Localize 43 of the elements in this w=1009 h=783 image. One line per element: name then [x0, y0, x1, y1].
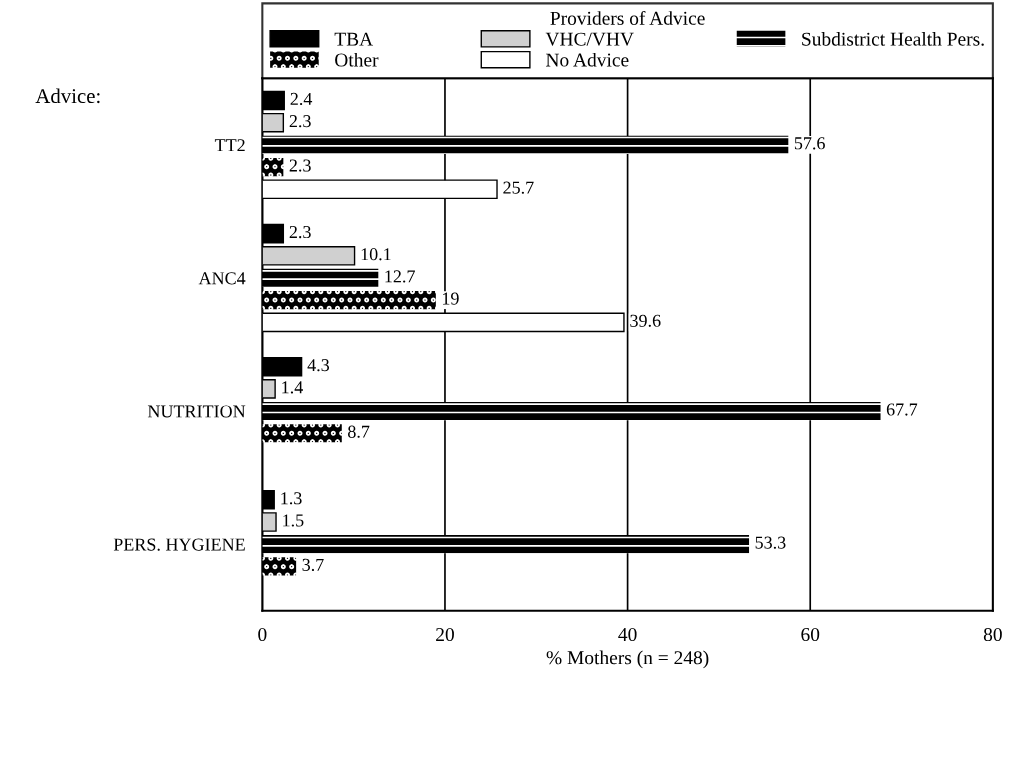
data-label: 39.6: [630, 314, 661, 327]
bar: [262, 157, 284, 177]
bar: [262, 557, 297, 576]
legend-title: Providers of Advice: [550, 10, 705, 25]
data-label: 3.7: [302, 558, 324, 571]
data-label: 19: [442, 292, 459, 305]
text: Advice:: [35, 88, 100, 104]
data-label: 57.6: [794, 137, 825, 150]
legend-label: Other: [335, 52, 379, 67]
data-label: 1.3: [281, 492, 302, 505]
legend-label: TBA: [334, 32, 374, 46]
y-tick-label: NUTRITION: [147, 405, 246, 418]
bar: [262, 135, 789, 154]
data-label: 12.7: [385, 270, 415, 283]
data-label: 67.7: [886, 403, 918, 416]
bar: [262, 401, 881, 421]
x-axis-title: % Mothers (n = 248): [546, 650, 709, 669]
bar: [262, 268, 379, 288]
legend-label: Subdistrict Health Pers.: [802, 32, 984, 46]
data-label: 2.4: [290, 92, 313, 106]
data-label: 1.4: [282, 381, 303, 394]
bar: [262, 291, 436, 310]
y-tick-label: PERS. HYGIENE: [113, 538, 245, 551]
data-label: 4.3: [307, 359, 330, 372]
bar: [262, 424, 342, 443]
data-label: 2.3: [289, 159, 311, 172]
bar: [262, 535, 750, 554]
data-label: 8.7: [348, 425, 370, 438]
x-tick-label: 40: [618, 627, 637, 642]
y-tick-label: TT2: [214, 139, 245, 152]
x-tick-label: 80: [983, 627, 1002, 642]
data-label: 1.5: [283, 514, 304, 527]
data-label: 2.3: [289, 225, 311, 239]
data-label: 25.7: [503, 181, 534, 194]
data-label: 53.3: [755, 536, 786, 549]
legend-label: VHC/VHV: [545, 32, 634, 46]
y-tick-label: ANC4: [198, 272, 246, 285]
x-tick-label: 20: [436, 627, 454, 642]
x-tick-label: 0: [258, 627, 267, 642]
data-label: 10.1: [361, 248, 391, 261]
data-label: 2.3: [289, 115, 311, 128]
legend-label: No Advice: [546, 52, 629, 67]
x-tick-label: 60: [801, 627, 820, 642]
